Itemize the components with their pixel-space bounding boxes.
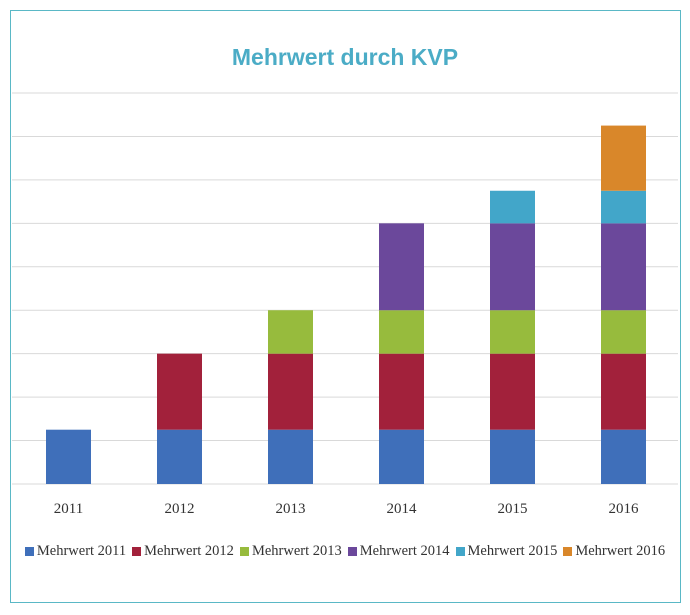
bars xyxy=(46,125,646,484)
bar-segment-2013-mehrwert-2012 xyxy=(268,353,313,430)
legend-label: Mehrwert 2013 xyxy=(251,543,342,559)
bar-segment-2013-mehrwert-2013 xyxy=(268,310,313,354)
legend-label: Mehrwert 2012 xyxy=(144,543,234,559)
legend-item: Mehrwert 2016 xyxy=(563,543,665,560)
bar-segment-2014-mehrwert-2014 xyxy=(379,223,424,311)
legend-label: Mehrwert 2015 xyxy=(467,543,558,559)
bar-segment-2014-mehrwert-2012 xyxy=(379,353,424,430)
legend-swatch xyxy=(347,547,357,556)
gridlines xyxy=(12,92,678,485)
bar-segment-2015-mehrwert-2012 xyxy=(490,353,535,430)
legend-swatch xyxy=(455,547,465,556)
bar-segment-2015-mehrwert-2014 xyxy=(490,223,535,311)
chart-frame xyxy=(10,10,681,603)
legend-swatch xyxy=(132,547,142,556)
legend-item: Mehrwert 2012 xyxy=(132,543,234,560)
legend-item: Mehrwert 2015 xyxy=(455,543,558,560)
bar-segment-2016-mehrwert-2011 xyxy=(601,429,646,484)
legend-swatch xyxy=(239,547,249,556)
bar-segment-2015-mehrwert-2011 xyxy=(490,429,535,484)
bar-segment-2013-mehrwert-2011 xyxy=(268,429,313,484)
bar-segment-2014-mehrwert-2013 xyxy=(379,310,424,354)
bar-segment-2011-mehrwert-2011 xyxy=(46,429,91,484)
bar-segment-2015-mehrwert-2015 xyxy=(490,190,535,224)
bar-segment-2012-mehrwert-2011 xyxy=(157,429,202,484)
legend-swatch xyxy=(563,547,573,556)
legend-item: Mehrwert 2011 xyxy=(24,543,127,560)
x-tick-label: 2013 xyxy=(276,501,306,517)
bar-segment-2012-mehrwert-2012 xyxy=(157,353,202,430)
x-axis-ticks: 2011 2012 2013 2014 2015 2016 xyxy=(54,501,639,517)
x-tick-label: 2015 xyxy=(498,501,528,517)
x-tick-label: 2016 xyxy=(609,501,640,517)
chart-title: Mehrwert durch KVP xyxy=(231,44,459,70)
legend: Mehrwert 2011 Mehrwert 2012 Mehrwert 2013 M… xyxy=(0,543,690,560)
legend-item: Mehrwert 2013 xyxy=(239,543,342,560)
x-tick-label: 2012 xyxy=(165,501,195,517)
x-tick-label: 2014 xyxy=(387,501,418,517)
legend-label: Mehrwert 2011 xyxy=(36,543,127,559)
x-tick-label: 2011 xyxy=(54,501,83,517)
legend-item: Mehrwert 2014 xyxy=(347,543,450,560)
legend-label: Mehrwert 2016 xyxy=(575,543,666,559)
legend-label: Mehrwert 2014 xyxy=(359,543,450,559)
legend-swatch xyxy=(24,547,34,556)
bar-segment-2014-mehrwert-2011 xyxy=(379,429,424,484)
bar-segment-2016-mehrwert-2012 xyxy=(601,353,646,430)
bar-segment-2016-mehrwert-2013 xyxy=(601,310,646,354)
bar-segment-2016-mehrwert-2015 xyxy=(601,190,646,224)
bar-segment-2015-mehrwert-2013 xyxy=(490,310,535,354)
bar-segment-2016-mehrwert-2014 xyxy=(601,223,646,311)
bar-segment-2016-mehrwert-2016 xyxy=(601,125,646,191)
